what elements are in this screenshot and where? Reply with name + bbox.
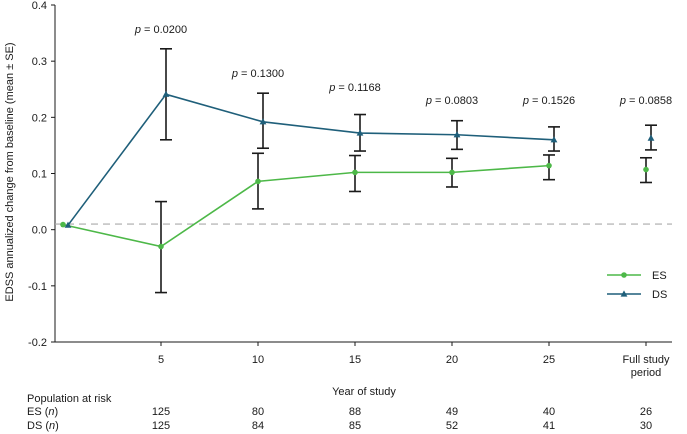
risk-cell: 49 [446,406,458,418]
legend-marker [621,272,627,278]
data-point-es [643,166,649,173]
data-point-es [449,169,455,176]
p-value-label: p = 0.0803 [425,95,478,107]
risk-cell: 85 [349,420,361,432]
legend-label: ES [652,270,667,282]
p-value-label: p = 0.0200 [134,24,187,36]
legend: ES DS [607,270,667,301]
risk-cell: 125 [152,406,170,418]
risk-row-label: DS (n) [27,420,59,432]
y-tick-label: 0.4 [32,0,47,12]
data-point-es [546,162,552,169]
risk-cell: 84 [252,420,264,432]
data-point-es [255,178,261,185]
data-point-ds [550,136,558,143]
x-tick-label: 15 [349,354,361,366]
series-line-ds [67,93,555,226]
data-point-es [158,243,164,250]
x-axis-title: Year of study [332,386,396,398]
legend-marker [620,290,628,297]
data-point-ds [64,221,72,228]
risk-cell: 40 [543,406,555,418]
risk-row-label: ES (n) [27,406,58,418]
series-line-es [62,164,550,248]
risk-table: ES (n) 125 80 88 49 40 26 DS (n) 125 84 85 52 41 30 [27,406,652,432]
y-tick-label: -0.1 [28,281,47,293]
data-point-ds [356,129,364,136]
p-value-label: p = 0.1300 [231,68,284,80]
x-tick-label: 5 [158,354,164,366]
risk-table-title: Population at risk [27,393,112,405]
data-point-ds [647,134,655,141]
x-tick-label: period [631,367,662,379]
x-tick-label: 20 [446,354,458,366]
y-tick-label: 0.3 [32,56,47,68]
y-tick-label: -0.2 [28,337,47,349]
data-point-ds [162,90,170,97]
x-tick-label: Full study [622,354,670,366]
x-tick-label: 10 [252,354,264,366]
p-value-label: p = 0.0858 [619,95,672,107]
y-axis-title: EDSS annualized change from baseline (me… [4,42,16,301]
data-point-ds [453,131,461,138]
data-point-es [352,169,358,176]
risk-cell: 88 [349,406,361,418]
risk-cell: 30 [640,420,652,432]
risk-cell: 80 [252,406,264,418]
p-value-label: p = 0.1526 [522,95,575,107]
risk-cell: 52 [446,420,458,432]
risk-cell: 26 [640,406,652,418]
risk-cell: 41 [543,420,555,432]
p-value-label: p = 0.1168 [328,82,381,94]
y-tick-label: 0.1 [32,169,47,181]
data-point-ds [259,118,267,125]
x-tick-label: 25 [543,354,555,366]
risk-cell: 125 [152,420,170,432]
y-tick-label: 0.2 [32,112,47,124]
y-tick-label: 0.0 [32,225,47,237]
legend-label: DS [652,289,667,301]
data-point-es [60,221,66,228]
